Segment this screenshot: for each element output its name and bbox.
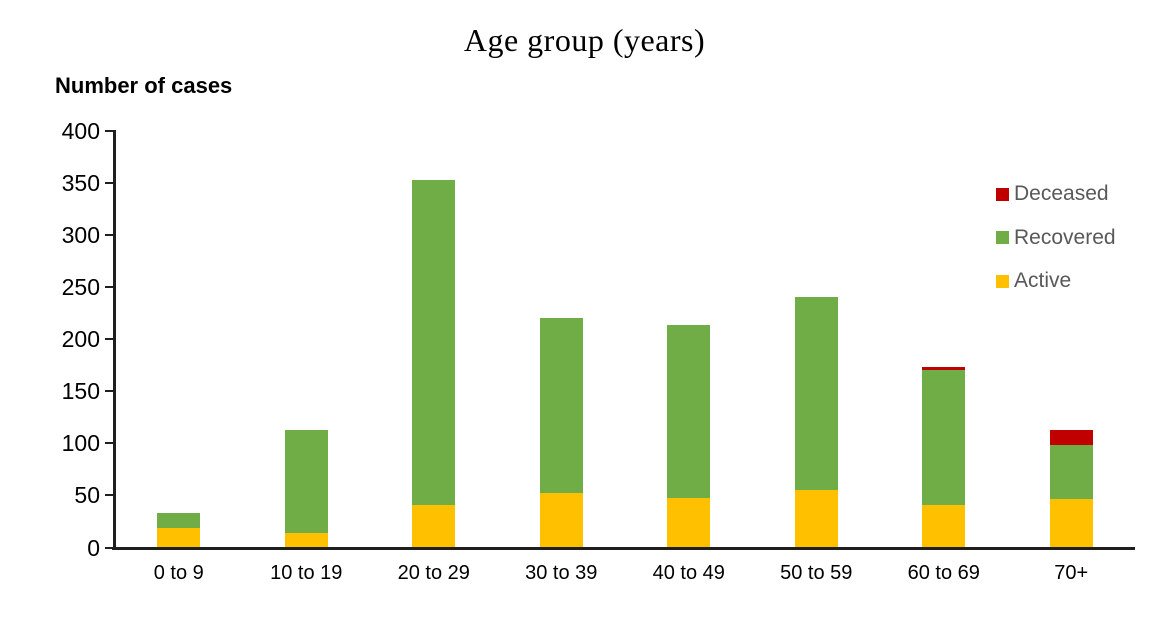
bar-segment-recovered	[157, 513, 201, 528]
y-tick-mark	[105, 494, 113, 497]
chart-title: Age group (years)	[463, 22, 706, 58]
y-tick-label: 0	[87, 534, 100, 561]
legend-swatch-active-icon	[996, 274, 1009, 288]
bar-segment-recovered	[794, 296, 838, 491]
legend-label: Active	[1014, 269, 1072, 292]
legend-swatch-recovered-icon	[996, 231, 1009, 244]
y-axis-line	[113, 130, 116, 550]
x-axis-label: 40 to 49	[652, 562, 725, 584]
bar-segment-recovered	[539, 318, 583, 494]
bar-segment-active	[1049, 498, 1093, 548]
x-axis-label: 10 to 19	[270, 562, 343, 584]
bar-segment-recovered	[667, 324, 711, 498]
bar-segment-deceased	[1049, 429, 1093, 446]
y-tick-label: 200	[61, 326, 100, 353]
bar-segment-active	[922, 504, 966, 548]
y-tick-label: 400	[61, 118, 100, 144]
y-tick-mark	[105, 390, 113, 393]
bar-segment-recovered	[922, 370, 966, 505]
y-tick-label: 350	[61, 170, 100, 197]
y-axis-caption: Number of cases	[55, 73, 233, 98]
y-tick-mark	[105, 234, 113, 237]
y-tick-label: 150	[61, 378, 100, 405]
bar-segment-active	[794, 490, 838, 548]
y-tick-mark	[105, 338, 113, 341]
bar-segment-active	[667, 497, 711, 548]
x-axis-label: 50 to 59	[780, 562, 853, 584]
x-axis-label: 30 to 39	[525, 562, 598, 584]
y-tick-mark	[105, 130, 113, 132]
bar-segment-recovered	[412, 179, 456, 505]
bar-segment-active	[539, 493, 583, 548]
y-tick-label: 250	[61, 274, 100, 301]
legend-label: Deceased	[1014, 182, 1109, 205]
y-tick-label: 100	[61, 430, 100, 457]
legend-label: Recovered	[1014, 225, 1116, 249]
bar-segment-active	[412, 504, 456, 548]
x-axis-line	[112, 546, 1135, 550]
bar-segment-recovered	[1049, 445, 1093, 499]
x-axis-label: 70+	[1054, 562, 1089, 584]
x-axis-label: 60 to 69	[907, 562, 980, 584]
x-axis-label: 20 to 29	[397, 562, 470, 584]
y-tick-mark	[105, 286, 113, 289]
bar-segment-active	[157, 527, 201, 548]
bar-segment-active	[284, 532, 328, 548]
legend-item-recovered: Recovered	[996, 226, 1116, 250]
legend-item-deceased: Deceased	[996, 182, 1109, 206]
y-tick-mark	[105, 546, 113, 549]
legend-swatch-deceased-icon	[996, 187, 1009, 201]
bar-segment-deceased	[922, 367, 966, 371]
y-tick-label: 50	[74, 482, 100, 509]
y-tick-mark	[105, 182, 113, 185]
legend-item-active: Active	[996, 269, 1071, 293]
bar-segment-recovered	[284, 429, 328, 533]
y-tick-mark	[105, 442, 113, 445]
y-tick-label: 300	[61, 222, 100, 249]
x-axis-label: 0 to 9	[153, 562, 204, 584]
